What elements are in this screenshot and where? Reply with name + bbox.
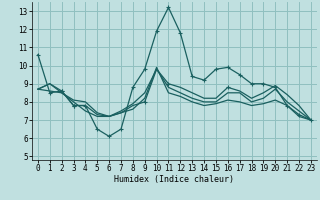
X-axis label: Humidex (Indice chaleur): Humidex (Indice chaleur) [115,175,234,184]
